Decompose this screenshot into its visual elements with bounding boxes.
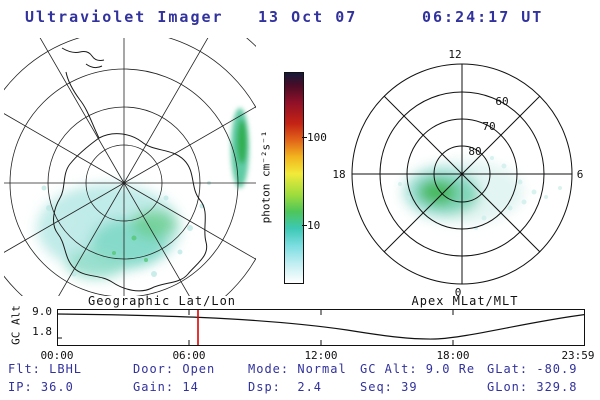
colorbar-tick-10 <box>302 225 307 226</box>
emission-speckles-right <box>398 156 562 230</box>
apex-polar-plot <box>334 46 590 302</box>
gc-alt-timeline-plot <box>57 309 585 346</box>
page-title: Ultraviolet Imager <box>25 8 224 26</box>
status-dsp: Dsp: 2.4 <box>248 380 323 394</box>
mlt-label-0: 0 <box>454 286 462 299</box>
geographic-polar-svg <box>4 38 256 296</box>
colorbar <box>284 72 304 284</box>
mlat-mlt-grid <box>351 63 573 285</box>
status-gain: Gain: 14 <box>133 380 199 394</box>
status-ip: IP: 36.0 <box>8 380 74 394</box>
apex-polar-svg <box>351 63 573 285</box>
colorbar-units-label: photon cm⁻²s⁻¹ <box>259 130 273 224</box>
time-tick-1800: 18:00 <box>436 349 470 362</box>
time-tick-0000: 00:00 <box>40 349 74 362</box>
timeline-ymax: 9.0 <box>32 305 52 318</box>
mlt-label-6: 6 <box>576 168 584 181</box>
mlat-ring-label-70: 70 <box>482 120 496 133</box>
colorbar-label-100: 100 <box>307 131 327 144</box>
timeline-ymin: 1.8 <box>32 325 52 338</box>
time-tick-2359: 23:59 <box>561 349 595 362</box>
status-glat: GLat: -80.9 <box>487 362 578 376</box>
right-plot-caption: Apex MLat/MLT <box>411 294 519 308</box>
left-plot-caption: Geographic Lat/Lon <box>87 294 237 308</box>
header-time: 06:24:17 UT <box>422 8 544 26</box>
antarctica-coastline <box>53 47 208 292</box>
gc-alt-curve <box>57 313 585 340</box>
colorbar-label-10: 10 <box>307 219 321 232</box>
status-glon: GLon: 329.8 <box>487 380 578 394</box>
time-tick-0600: 06:00 <box>172 349 206 362</box>
status-mode: Mode: Normal <box>248 362 347 376</box>
timeline-ylabel: GC Alt <box>9 305 23 345</box>
status-flt: Flt: LBHL <box>8 362 83 376</box>
time-tick-1200: 12:00 <box>304 349 338 362</box>
lat-lon-grid <box>4 38 256 296</box>
status-seq: Seq: 39 <box>360 380 418 394</box>
emission-speckles-left-green <box>112 235 148 262</box>
header-date: 13 Oct 07 <box>258 8 358 26</box>
gc-alt-timeline-svg <box>57 309 585 346</box>
mlat-ring-label-60: 60 <box>495 95 509 108</box>
geographic-polar-plot <box>4 38 256 296</box>
status-gcalt: GC Alt: 9.0 Re <box>360 362 476 376</box>
uv-emission-left <box>37 184 181 279</box>
mlat-ring-label-80: 80 <box>468 145 482 158</box>
timeline-frame <box>57 309 585 346</box>
mlt-label-12: 12 <box>448 48 462 61</box>
emission-speckles-left <box>41 181 211 277</box>
mlt-label-18: 18 <box>332 168 346 181</box>
colorbar-tick-100 <box>302 137 307 138</box>
uv-limb-patch <box>231 108 249 188</box>
status-door: Door: Open <box>133 362 216 376</box>
